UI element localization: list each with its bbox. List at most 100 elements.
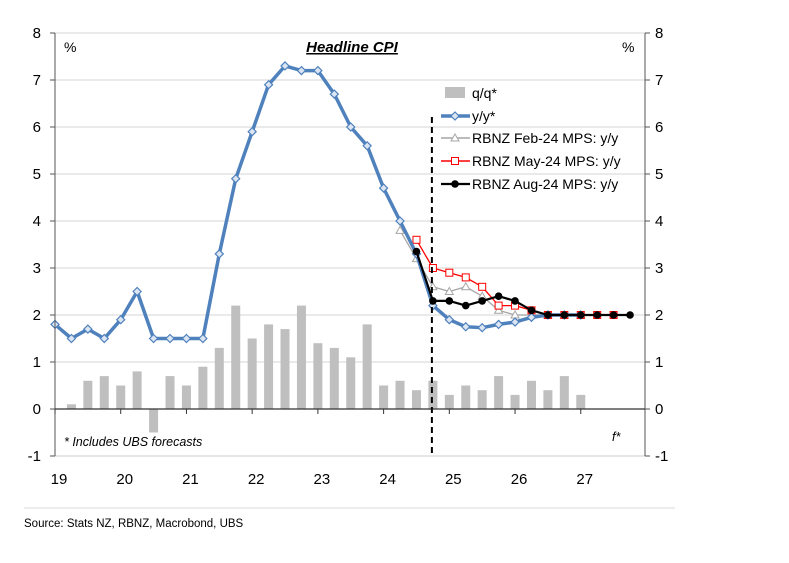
qq-bar <box>247 338 257 409</box>
right-tick-label: 3 <box>655 260 663 277</box>
left-tick-label: 3 <box>33 260 41 277</box>
right-tick-label: 4 <box>655 213 663 230</box>
x-tick-label: 24 <box>379 471 396 488</box>
left-tick-label: 2 <box>33 307 41 324</box>
diamond-marker <box>526 312 537 323</box>
qq-bar <box>181 385 191 409</box>
right-tick-label: 6 <box>655 119 663 136</box>
qq-bar <box>395 380 405 409</box>
qq-bar <box>543 390 553 409</box>
circle-marker <box>593 311 601 319</box>
square-marker <box>461 273 470 282</box>
source-note: Source: Stats NZ, RBNZ, Macrobond, UBS <box>24 518 244 530</box>
diamond-marker <box>99 333 110 344</box>
qq-bar <box>149 409 159 433</box>
qq-bars <box>66 305 586 433</box>
x-tick-label: 22 <box>248 471 265 488</box>
right-unit-label: % <box>622 39 634 55</box>
legend: q/q* y/y* RBNZ Feb-24 MPS: y/y RBNZ May-24 … <box>441 85 621 192</box>
diamond-marker <box>263 79 274 90</box>
diamond-marker <box>66 333 77 344</box>
diamond-marker <box>83 324 93 334</box>
diamond-marker <box>460 321 471 332</box>
diamond-marker <box>395 216 405 226</box>
circle-marker <box>609 311 618 319</box>
legend-item: y/y* <box>441 108 496 124</box>
diamond-marker <box>329 89 340 99</box>
circle-marker <box>461 301 470 310</box>
qq-bar <box>494 376 504 409</box>
right-tick-label: 5 <box>655 166 663 183</box>
series-circle <box>412 247 634 319</box>
qq-bar <box>576 394 586 409</box>
diamond-marker <box>450 111 460 121</box>
qq-bar <box>264 324 274 409</box>
qq-bar <box>132 371 142 409</box>
qq-bar <box>477 390 487 409</box>
qq-bar <box>461 385 471 409</box>
x-tick-label: 23 <box>314 471 331 488</box>
right-tick-label: 8 <box>655 25 663 42</box>
right-tick-label: 1 <box>655 354 663 371</box>
qq-bar <box>379 385 389 409</box>
chart-title: Headline CPI <box>306 39 399 56</box>
qq-bar <box>198 366 208 409</box>
triangle-marker <box>450 132 460 142</box>
x-tick-label: 25 <box>445 471 462 488</box>
circle-marker <box>560 311 569 319</box>
diamond-marker <box>378 183 389 193</box>
diamond-marker <box>214 249 225 259</box>
legend-label: RBNZ May-24 MPS: y/y <box>472 153 621 169</box>
series-lines <box>50 61 634 344</box>
circle-marker <box>544 311 552 319</box>
left-tick-label: 8 <box>33 25 41 42</box>
qq-bar <box>83 380 93 409</box>
legend-item: RBNZ Feb-24 MPS: y/y <box>441 130 618 146</box>
triangle-marker <box>395 225 405 234</box>
series-diamond <box>50 61 586 344</box>
circle-marker <box>527 306 536 315</box>
x-tick-label: 27 <box>576 471 593 488</box>
square-marker <box>412 235 421 244</box>
diamond-marker <box>198 333 208 344</box>
qq-bar <box>214 347 224 409</box>
circle-marker <box>451 180 459 188</box>
diamond-marker <box>247 126 258 137</box>
axes: -1 -10 01 12 23 34 45 56 67 78 819 20 21 22 23 24 25 26 27 <box>28 25 669 488</box>
series-line <box>415 251 631 317</box>
circle-marker <box>412 247 421 256</box>
left-tick-label: 4 <box>33 213 41 230</box>
right-tick-label: 0 <box>655 401 663 418</box>
legend-label: y/y* <box>472 108 496 124</box>
circle-marker <box>626 311 634 319</box>
diamond-marker <box>313 65 323 76</box>
x-tick-label: 19 <box>51 471 68 488</box>
x-tick-label: 20 <box>116 471 133 488</box>
circle-marker <box>511 297 519 305</box>
qq-bar <box>510 394 520 409</box>
series-square <box>412 235 618 319</box>
circle-marker <box>576 311 585 319</box>
forecast-marker: f* <box>612 430 621 444</box>
legend-item: q/q* <box>445 85 497 101</box>
diamond-marker <box>493 319 504 330</box>
legend-item: RBNZ May-24 MPS: y/y <box>441 153 621 169</box>
square-marker <box>478 282 487 291</box>
series-line <box>399 230 581 316</box>
legend-label: RBNZ Feb-24 MPS: y/y <box>472 130 618 146</box>
x-tick-label: 26 <box>511 471 528 488</box>
diamond-marker <box>115 314 126 325</box>
legend-item: RBNZ Aug-24 MPS: y/y <box>441 176 618 192</box>
qq-bar <box>165 376 175 409</box>
diamond-marker <box>477 322 488 333</box>
qq-bar <box>444 394 454 409</box>
qq-bar <box>526 380 536 409</box>
qq-bar <box>362 324 372 409</box>
qq-bar <box>231 305 241 409</box>
left-unit-label: % <box>64 39 76 55</box>
qq-bar <box>296 305 306 409</box>
qq-bar <box>313 343 323 409</box>
diamond-marker <box>444 314 455 325</box>
triangle-marker <box>493 305 504 314</box>
triangle-marker <box>444 286 455 295</box>
